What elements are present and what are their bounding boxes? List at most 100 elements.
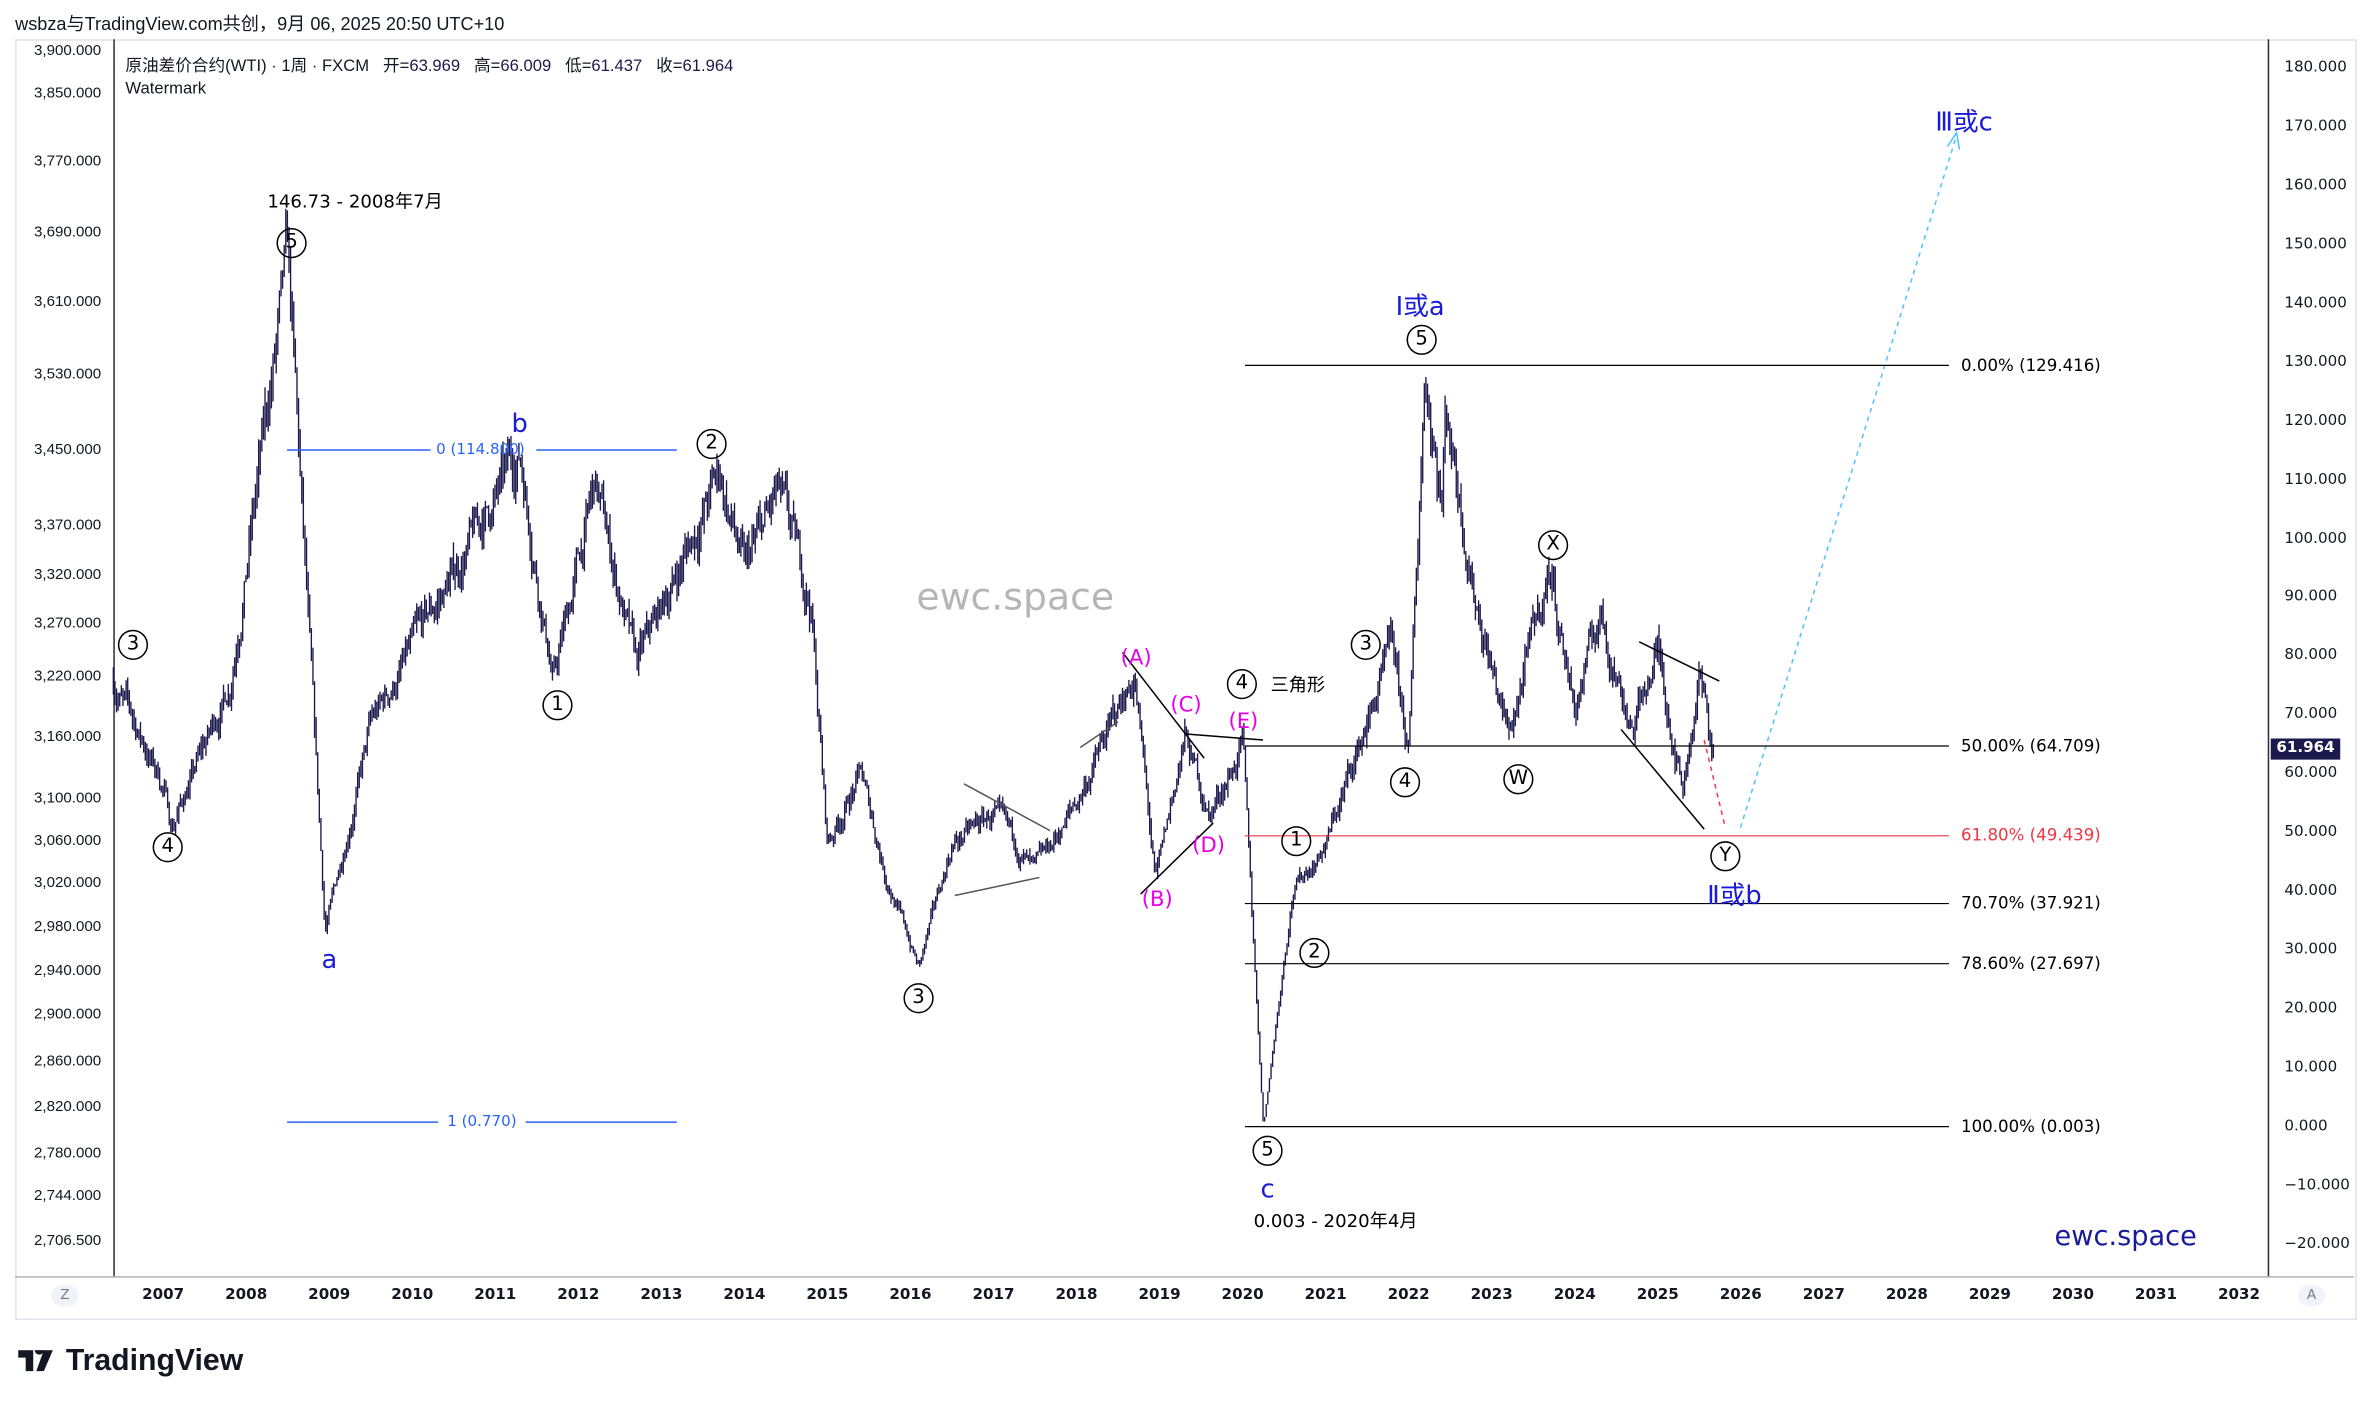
wave-4-circle: 4 (1226, 669, 1257, 700)
triangle-line-2016-upper (963, 783, 1051, 832)
last-price-tag: 61.964 (2270, 738, 2341, 760)
time-axis-tick: 2014 (723, 1286, 766, 1304)
right-axis-tick: 60.000 (2284, 765, 2338, 782)
right-axis-tick: 0.000 (2284, 1118, 2328, 1135)
symbol-name[interactable]: 原油差价合约(WTI) · 1周 · FXCM (125, 57, 370, 76)
wave-W-circle: W (1503, 764, 1534, 795)
projection-cyan-dashed (1739, 135, 1958, 828)
left-price-axis[interactable]: 3,900.000 3,850.000 3,770.000 3,690.000 3,61… (15, 39, 115, 1278)
left-axis-tick: 2,820.000 (33, 1098, 102, 1116)
left-axis-tick: 3,320.000 (33, 567, 102, 584)
wave-3-circle: 3 (1350, 629, 1381, 660)
time-axis-tick: 2029 (1968, 1286, 2011, 1304)
low-label: 低= (565, 57, 592, 76)
right-axis-tick: 40.000 (2284, 882, 2338, 900)
left-axis-tick: 3,900.000 (33, 43, 102, 60)
wave-3-circle: 3 (903, 983, 934, 1014)
fib-blue-one-label: 1 (0.770) (447, 1113, 517, 1131)
triangle-line-C-E (1185, 733, 1264, 741)
wave-1-circle: 1 (542, 690, 573, 721)
wave-I-or-a-label: Ⅰ或a (1395, 292, 1445, 323)
left-axis-tick: 2,900.000 (33, 1006, 102, 1024)
wave-5-circle: 5 (1252, 1135, 1283, 1166)
right-axis-tick: 20.000 (2284, 1000, 2338, 1018)
left-axis-tick: 3,100.000 (33, 790, 102, 808)
tradingview-logo[interactable]: TradingView (18, 1344, 243, 1379)
right-axis-tick: 80.000 (2284, 647, 2338, 665)
auto-scale-button[interactable]: A (2297, 1285, 2326, 1307)
triangle-line-2018-small (1079, 721, 1119, 749)
time-axis-tick: 2025 (1636, 1286, 1679, 1304)
open-value: 63.969 (409, 57, 461, 76)
fib-level-label: 0.00% (129.416) (1961, 355, 2101, 376)
wedge-line-lower (1620, 728, 1705, 830)
left-axis-tick: 3,370.000 (33, 517, 102, 534)
projection-arrow-head (1946, 130, 1961, 150)
wave-A-label: (A) (1120, 646, 1152, 671)
wave-Y-circle: Y (1710, 841, 1741, 872)
time-axis-tick: 2027 (1802, 1286, 1845, 1304)
low-2020-label: 0.003 - 2020年4月 (1253, 1210, 1418, 1232)
wave-X-circle: X (1537, 530, 1569, 561)
wave-B-label: (B) (1141, 887, 1173, 913)
wave-2-circle: 2 (696, 428, 727, 460)
time-axis[interactable] (15, 1276, 2354, 1318)
triangle-label: 三角形 (1270, 674, 1325, 696)
time-axis-tick: 2024 (1553, 1286, 1596, 1304)
right-axis-tick: 150.000 (2284, 235, 2347, 253)
time-axis-tick: 2019 (1138, 1286, 1181, 1304)
triangle-line-2016-lower (954, 876, 1040, 897)
wave-5-circle: 5 (276, 228, 307, 259)
high-label: 高= (474, 57, 501, 76)
fib-level-label: 100.00% (0.003) (1961, 1116, 2101, 1137)
wave-a-label: a (321, 945, 338, 976)
left-axis-tick: 3,020.000 (33, 875, 102, 892)
wave-C-label: (C) (1170, 693, 1202, 718)
center-watermark: ewc.space (916, 574, 1115, 619)
fib-level-label: 70.70% (37.921) (1961, 893, 2101, 914)
right-price-axis[interactable]: 180.000 170.000 160.000 150.000 140.000 130.0… (2267, 39, 2356, 1278)
wedge-line-upper (1638, 641, 1720, 682)
right-axis-tick: 30.000 (2284, 941, 2338, 959)
time-axis-tick: 2011 (474, 1286, 517, 1304)
time-axis-tick: 2032 (2217, 1286, 2261, 1304)
time-axis-tick: 2020 (1221, 1286, 1264, 1304)
right-axis-tick: 90.000 (2284, 588, 2338, 606)
wave-b-label: b (511, 409, 528, 440)
wave-4-circle: 4 (1389, 767, 1421, 798)
left-axis-tick: 2,980.000 (33, 918, 102, 936)
right-axis-tick: 100.000 (2284, 530, 2347, 547)
zoom-button[interactable]: Z (51, 1285, 79, 1307)
left-axis-tick: 3,220.000 (33, 668, 102, 685)
triangle-line-B-D (1140, 822, 1214, 895)
time-axis-tick: 2010 (391, 1286, 434, 1304)
right-axis-tick: 120.000 (2284, 412, 2347, 430)
left-axis-tick: 2,860.000 (33, 1053, 102, 1070)
wave-1-circle: 1 (1281, 826, 1312, 857)
right-axis-tick: 110.000 (2284, 471, 2347, 488)
triangle-line-A-C (1121, 651, 1205, 759)
wave-c-label: c (1260, 1174, 1275, 1206)
left-axis-tick: 3,530.000 (33, 366, 102, 383)
left-axis-tick: 3,270.000 (33, 615, 102, 633)
tradingview-logo-text: TradingView (65, 1344, 244, 1378)
low-value: 61.437 (591, 57, 643, 76)
time-axis-tick: 2017 (972, 1286, 1015, 1304)
left-axis-tick: 2,744.000 (33, 1187, 102, 1205)
wave-D-label: (D) (1192, 833, 1226, 858)
attribution-header: wsbza与TradingView.com共创，9月 06, 2025 20:5… (15, 13, 505, 35)
close-value: 61.964 (682, 57, 734, 76)
right-axis-tick: 10.000 (2284, 1059, 2338, 1077)
time-axis-tick: 2009 (308, 1286, 351, 1304)
fib-level-label: 61.80% (49.439) (1961, 825, 2101, 846)
peak-2008-label: 146.73 - 2008年7月 (267, 191, 443, 213)
right-axis-tick: 70.000 (2284, 706, 2338, 724)
left-axis-tick: 3,450.000 (33, 441, 102, 459)
left-axis-tick: 3,850.000 (33, 85, 102, 102)
time-axis-tick: 2030 (2051, 1286, 2094, 1304)
time-axis-tick: 2007 (142, 1286, 185, 1304)
wave-II-or-b-label: Ⅱ或b (1707, 881, 1762, 912)
fib-blue-zero-label: 0 (114.800) (436, 441, 525, 459)
